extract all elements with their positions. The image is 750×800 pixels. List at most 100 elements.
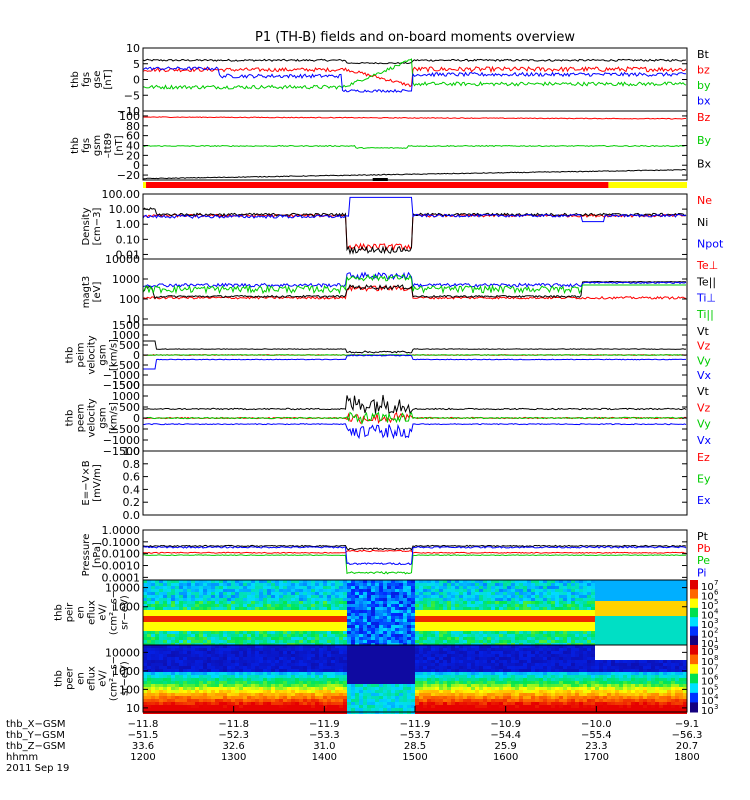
spec-cell: [167, 586, 171, 589]
spec-cell: [375, 586, 379, 589]
spec-cell: [367, 580, 371, 583]
spec-cell: [255, 681, 259, 684]
spec-cell: [667, 604, 671, 607]
spec-cell: [243, 586, 247, 589]
spec-cell: [167, 634, 171, 637]
spec-cell: [515, 589, 519, 592]
spec-cell: [319, 607, 323, 610]
spec-cell: [147, 708, 151, 711]
spec-cell: [479, 616, 483, 619]
spec-cell: [263, 622, 267, 625]
spec-cell: [479, 619, 483, 622]
spec-cell: [155, 592, 159, 595]
spec-cell: [563, 613, 567, 616]
spec-cell: [275, 622, 279, 625]
spec-cell: [491, 598, 495, 601]
spec-cell: [239, 619, 243, 622]
spec-cell: [675, 631, 679, 634]
spec-cell: [647, 586, 651, 589]
spec-cell: [175, 613, 179, 616]
spec-cell: [215, 604, 219, 607]
spec-cell: [399, 666, 403, 669]
spec-cell: [219, 675, 223, 678]
spec-cell: [647, 604, 651, 607]
spec-cell: [311, 610, 315, 613]
spec-cell: [327, 654, 331, 657]
spec-cell: [455, 613, 459, 616]
spec-cell: [475, 580, 479, 583]
spec-cell: [347, 607, 351, 610]
spec-cell: [287, 708, 291, 711]
spec-cell: [255, 610, 259, 613]
spec-cell: [255, 592, 259, 595]
spec-cell: [603, 580, 607, 583]
spec-cell: [551, 580, 555, 583]
spec-cell: [143, 678, 147, 681]
spec-cell: [463, 634, 467, 637]
ytick-label: 1.0000: [102, 524, 141, 537]
spec-cell: [511, 586, 515, 589]
spec-cell: [247, 631, 251, 634]
spec-cell: [403, 628, 407, 631]
spec-cell: [635, 607, 639, 610]
spec-cell: [199, 634, 203, 637]
spec-cell: [359, 586, 363, 589]
spec-cell: [443, 607, 447, 610]
spec-cell: [351, 601, 355, 604]
spec-cell: [227, 696, 231, 699]
legend-entry: Vz: [697, 401, 711, 414]
spec-cell: [383, 592, 387, 595]
spec-cell: [343, 637, 347, 640]
spec-cell: [483, 583, 487, 586]
spec-cell: [463, 628, 467, 631]
spec-cell: [459, 601, 463, 604]
spec-cell: [435, 678, 439, 681]
spec-cell: [535, 631, 539, 634]
spec-cell: [659, 634, 663, 637]
spec-cell: [155, 660, 159, 663]
spec-cell: [191, 619, 195, 622]
spec-cell: [431, 702, 435, 705]
spec-cell: [171, 684, 175, 687]
spec-cell: [223, 601, 227, 604]
spec-cell: [535, 592, 539, 595]
spec-cell: [335, 604, 339, 607]
spec-cell: [663, 631, 667, 634]
spec-cell: [203, 708, 207, 711]
spec-cell: [259, 583, 263, 586]
spec-cell: [247, 693, 251, 696]
spec-cell: [379, 696, 383, 699]
spec-cell: [323, 660, 327, 663]
spec-cell: [639, 607, 643, 610]
spec-cell: [555, 631, 559, 634]
spec-cell: [159, 702, 163, 705]
spec-cell: [167, 666, 171, 669]
spec-cell: [411, 634, 415, 637]
spec-cell: [203, 699, 207, 702]
spec-cell: [255, 619, 259, 622]
spec-cell: [391, 589, 395, 592]
spec-cell: [323, 640, 327, 643]
spec-cell: [435, 648, 439, 651]
spec-cell: [439, 616, 443, 619]
spec-cell: [239, 663, 243, 666]
spec-cell: [219, 619, 223, 622]
spec-cell: [307, 604, 311, 607]
ylabel-line: [cm−3]: [92, 208, 103, 246]
spec-cell: [319, 583, 323, 586]
spec-cell: [219, 708, 223, 711]
spec-cell: [255, 651, 259, 654]
spec-cell: [339, 660, 343, 663]
spec-cell: [383, 693, 387, 696]
spec-cell: [335, 634, 339, 637]
ylabel-line: –tt89: [103, 133, 114, 159]
spec-cell: [199, 666, 203, 669]
spec-cell: [323, 681, 327, 684]
spec-cell: [351, 607, 355, 610]
spec-cell: [259, 687, 263, 690]
spec-cell: [287, 669, 291, 672]
spec-cell: [291, 651, 295, 654]
spec-cell: [163, 702, 167, 705]
spec-cell: [155, 672, 159, 675]
